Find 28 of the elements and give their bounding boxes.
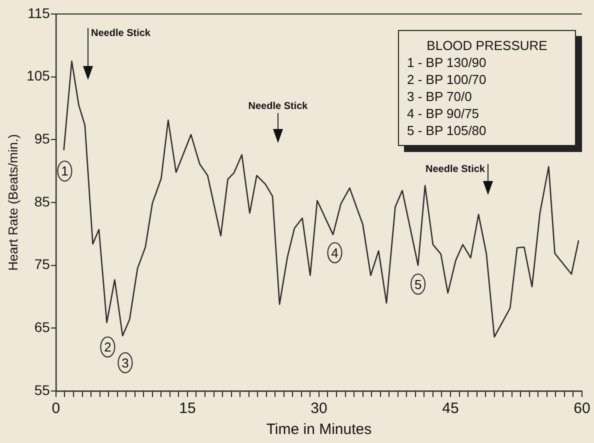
x-tick-label: 30 xyxy=(310,400,328,418)
x-tick-label: 60 xyxy=(574,400,590,418)
annotation: 1 - BP 130/90 xyxy=(407,54,488,71)
y-tick-label: 75 xyxy=(34,256,50,272)
annotation: 2 - BP 100/70 xyxy=(407,71,488,88)
x-tick-label: 45 xyxy=(442,400,459,418)
y-tick-label: 105 xyxy=(26,68,50,84)
annotation: 1 xyxy=(61,164,68,179)
annotation: Needle Stick xyxy=(91,28,151,39)
y-tick-label: 85 xyxy=(34,193,50,210)
y-tick-label: 65 xyxy=(34,319,50,336)
annotation: Needle Stick xyxy=(248,100,308,112)
y-axis-title: Heart Rate (Beats/min.) xyxy=(5,134,20,271)
annotation: BLOOD PRESSURE xyxy=(426,37,548,54)
x-axis-title: Time in Minutes xyxy=(266,421,372,438)
x-tick-label: 15 xyxy=(179,400,196,418)
annotation: Needle Stick xyxy=(426,164,486,175)
annotation: 4 - BP 90/75 xyxy=(407,105,480,122)
annotation: 4 xyxy=(331,245,338,260)
annotation: 3 - BP 70/0 xyxy=(407,88,473,105)
annotation: 5 - BP 105/80 xyxy=(407,122,488,139)
annotation: 2 xyxy=(104,340,112,355)
x-tick-label: 0 xyxy=(52,400,60,418)
y-tick-label: 95 xyxy=(34,130,50,147)
y-tick-label: 55 xyxy=(34,382,50,398)
y-tick-label: 115 xyxy=(28,4,50,21)
annotation: 5 xyxy=(414,276,422,292)
annotation: 3 xyxy=(122,355,129,370)
